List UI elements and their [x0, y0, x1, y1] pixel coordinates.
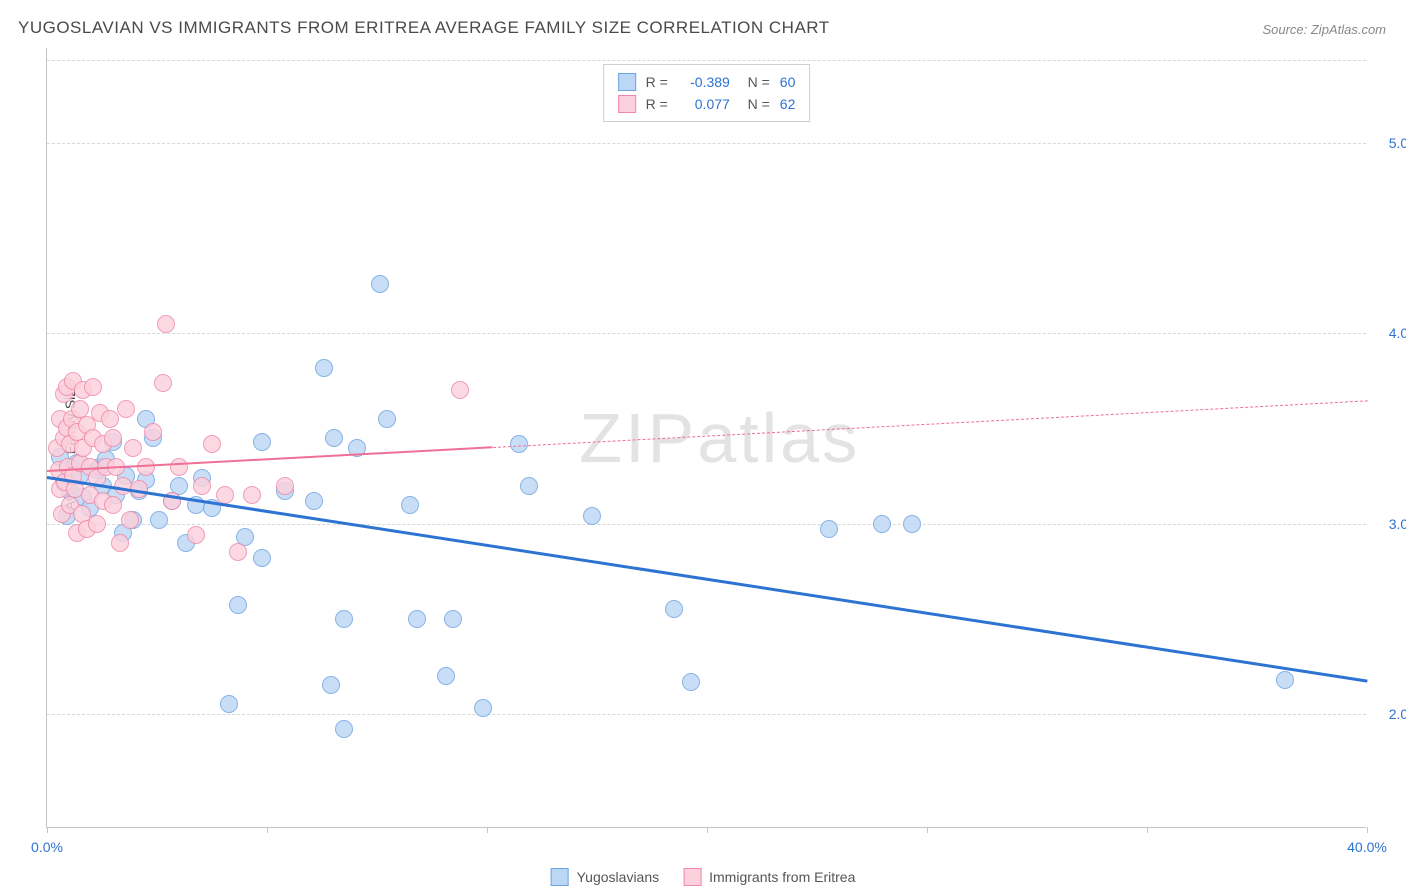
data-point — [325, 429, 343, 447]
data-point — [408, 610, 426, 628]
source-label: Source: ZipAtlas.com — [1262, 22, 1386, 37]
series-legend: Yugoslavians Immigrants from Eritrea — [551, 868, 856, 886]
data-point — [124, 439, 142, 457]
data-point — [682, 673, 700, 691]
data-point — [583, 507, 601, 525]
watermark: ZIPatlas — [579, 398, 860, 478]
r-label: R = — [646, 71, 668, 93]
gridline — [47, 143, 1366, 144]
trend-line — [47, 476, 1367, 682]
swatch-icon — [683, 868, 701, 886]
data-point — [114, 477, 132, 495]
scatter-plot: ZIPatlas R = -0.389 N = 60R = 0.077 N = … — [46, 48, 1366, 828]
data-point — [315, 359, 333, 377]
data-point — [1276, 671, 1294, 689]
data-point — [451, 381, 469, 399]
swatch-icon — [618, 95, 636, 113]
data-point — [216, 486, 234, 504]
data-point — [253, 549, 271, 567]
data-point — [84, 378, 102, 396]
gridline — [47, 333, 1366, 334]
data-point — [154, 374, 172, 392]
gridline — [47, 714, 1366, 715]
data-point — [253, 433, 271, 451]
data-point — [229, 596, 247, 614]
stats-row: R = -0.389 N = 60 — [618, 71, 796, 93]
x-tick — [707, 827, 708, 833]
data-point — [144, 423, 162, 441]
trend-line — [492, 400, 1367, 448]
data-point — [276, 477, 294, 495]
data-point — [474, 699, 492, 717]
n-value: 60 — [780, 71, 796, 93]
swatch-icon — [551, 868, 569, 886]
n-label: N = — [740, 71, 770, 93]
y-tick-label: 2.00 — [1372, 706, 1406, 722]
data-point — [335, 610, 353, 628]
data-point — [121, 511, 139, 529]
data-point — [150, 511, 168, 529]
gridline — [47, 60, 1366, 61]
data-point — [520, 477, 538, 495]
x-tick — [1147, 827, 1148, 833]
data-point — [104, 496, 122, 514]
data-point — [203, 435, 221, 453]
legend-item: Immigrants from Eritrea — [683, 868, 855, 886]
r-value: 0.077 — [678, 93, 730, 115]
data-point — [229, 543, 247, 561]
data-point — [820, 520, 838, 538]
y-tick-label: 4.00 — [1372, 325, 1406, 341]
data-point — [187, 526, 205, 544]
data-point — [117, 400, 135, 418]
r-value: -0.389 — [678, 71, 730, 93]
data-point — [401, 496, 419, 514]
data-point — [243, 486, 261, 504]
data-point — [444, 610, 462, 628]
chart-title: YUGOSLAVIAN VS IMMIGRANTS FROM ERITREA A… — [18, 18, 830, 38]
data-point — [220, 695, 238, 713]
stats-legend: R = -0.389 N = 60R = 0.077 N = 62 — [603, 64, 811, 122]
data-point — [193, 477, 211, 495]
r-label: R = — [646, 93, 668, 115]
data-point — [111, 534, 129, 552]
x-tick — [267, 827, 268, 833]
x-tick — [1367, 827, 1368, 833]
x-tick-label: 40.0% — [1347, 839, 1387, 855]
x-tick — [487, 827, 488, 833]
data-point — [510, 435, 528, 453]
n-label: N = — [740, 93, 770, 115]
legend-label: Immigrants from Eritrea — [709, 869, 855, 885]
x-tick — [927, 827, 928, 833]
data-point — [88, 515, 106, 533]
y-tick-label: 5.00 — [1372, 135, 1406, 151]
data-point — [437, 667, 455, 685]
legend-label: Yugoslavians — [577, 869, 660, 885]
data-point — [665, 600, 683, 618]
data-point — [305, 492, 323, 510]
data-point — [101, 410, 119, 428]
y-tick-label: 3.00 — [1372, 516, 1406, 532]
legend-item: Yugoslavians — [551, 868, 660, 886]
stats-row: R = 0.077 N = 62 — [618, 93, 796, 115]
data-point — [873, 515, 891, 533]
data-point — [903, 515, 921, 533]
data-point — [157, 315, 175, 333]
data-point — [170, 458, 188, 476]
n-value: 62 — [780, 93, 796, 115]
swatch-icon — [618, 73, 636, 91]
data-point — [335, 720, 353, 738]
x-tick-label: 0.0% — [31, 839, 63, 855]
data-point — [378, 410, 396, 428]
x-tick — [47, 827, 48, 833]
gridline — [47, 524, 1366, 525]
data-point — [371, 275, 389, 293]
data-point — [322, 676, 340, 694]
data-point — [104, 429, 122, 447]
